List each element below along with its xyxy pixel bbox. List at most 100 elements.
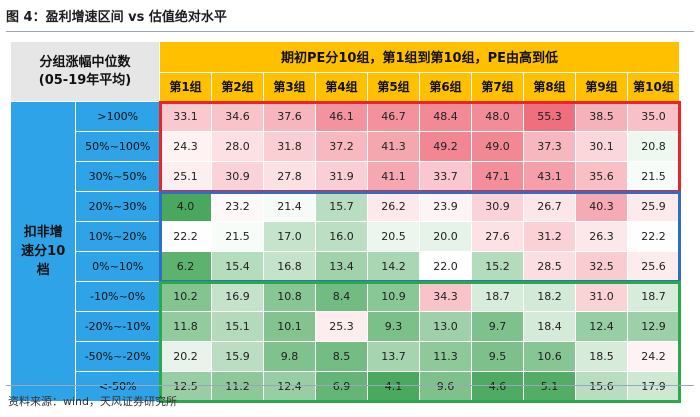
corner-line1: 分组涨幅中位数 bbox=[39, 54, 131, 70]
heatmap-cell: 25.9 bbox=[627, 191, 680, 222]
column-header-row: 第1组 第2组 第3组 第4组 第5组 第6组 第7组 第8组 第9组 第10组 bbox=[11, 71, 680, 102]
heatmap-cell: 48.0 bbox=[471, 101, 524, 132]
heatmap-cell: 31.9 bbox=[315, 161, 368, 192]
heatmap-cell: 30.1 bbox=[575, 131, 628, 162]
heatmap-cell: 37.3 bbox=[523, 131, 576, 162]
table-row: 10%~20% 22.2 21.5 17.0 16.0 20.5 20.0 27.6 31.2 2… bbox=[11, 221, 680, 252]
heatmap-cell: 12.9 bbox=[627, 311, 680, 342]
heatmap-cell: 41.1 bbox=[367, 161, 420, 192]
table-row: <-50% 12.5 11.2 12.4 6.9 4.1 9.6 4.6 5.1 15.6 17.9 bbox=[11, 371, 680, 402]
heatmap-cell: 21.4 bbox=[263, 191, 316, 222]
row-header: -20%~-10% bbox=[75, 311, 160, 342]
heatmap-cell: 8.4 bbox=[315, 281, 368, 312]
heatmap-cell: 43.1 bbox=[523, 161, 576, 192]
column-header: 第10组 bbox=[627, 71, 680, 102]
column-header: 第7组 bbox=[471, 71, 524, 102]
heatmap-cell: 25.1 bbox=[159, 161, 212, 192]
row-header: 10%~20% bbox=[75, 221, 160, 252]
heatmap-cell: 20.8 bbox=[627, 131, 680, 162]
row-group-title: 扣非增 速分10 档 bbox=[9, 101, 77, 402]
heatmap-cell: 46.1 bbox=[315, 101, 368, 132]
heatmap-table: 分组涨幅中位数 (05-19年平均) 期初PE分10组，第1组到第10组，PE由… bbox=[9, 41, 680, 402]
heatmap-cell: 18.7 bbox=[471, 281, 524, 312]
heatmap-cell: 21.5 bbox=[211, 221, 264, 252]
heatmap-cell: 32.5 bbox=[575, 251, 628, 282]
heatmap-cell: 41.3 bbox=[367, 131, 420, 162]
heatmap-cell: 15.4 bbox=[211, 251, 264, 282]
table-row: 0%~10% 6.2 15.4 16.8 13.4 14.2 22.0 15.2 28.5 32.… bbox=[11, 251, 680, 282]
heatmap-cell: 22.0 bbox=[419, 251, 472, 282]
corner-header: 分组涨幅中位数 (05-19年平均) bbox=[10, 41, 160, 102]
heatmap-cell: 30.9 bbox=[211, 161, 264, 192]
heatmap-cell: 46.7 bbox=[367, 101, 420, 132]
heatmap-cell: 18.7 bbox=[627, 281, 680, 312]
heatmap-cell: 55.3 bbox=[523, 101, 576, 132]
row-header: -50%~-20% bbox=[75, 341, 160, 372]
heatmap-cell: 24.2 bbox=[627, 341, 680, 372]
heatmap-cell: 24.3 bbox=[159, 131, 212, 162]
bottom-rule bbox=[6, 385, 694, 386]
heatmap-cell: 6.2 bbox=[159, 251, 212, 282]
column-header: 第8组 bbox=[523, 71, 576, 102]
heatmap-cell: 17.9 bbox=[627, 371, 680, 402]
heatmap-cell: 18.5 bbox=[575, 341, 628, 372]
heatmap-cell: 15.1 bbox=[211, 311, 264, 342]
heatmap-cell: 11.3 bbox=[419, 341, 472, 372]
heatmap-cell: 15.2 bbox=[471, 251, 524, 282]
heatmap-cell: 10.1 bbox=[263, 311, 316, 342]
heatmap-cell: 12.4 bbox=[575, 311, 628, 342]
heatmap-cell: 30.9 bbox=[471, 191, 524, 222]
row-group-title-line3: 档 bbox=[36, 263, 50, 278]
figure-title: 图 4：盈利增速区间 vs 估值绝对水平 bbox=[6, 10, 227, 25]
table-row: -20%~-10% 11.8 15.1 10.1 25.3 9.3 13.0 9.7 18.4 1… bbox=[11, 311, 680, 342]
heatmap-cell: 34.3 bbox=[419, 281, 472, 312]
column-header: 第9组 bbox=[575, 71, 628, 102]
heatmap-cell: 4.0 bbox=[159, 191, 212, 222]
heatmap-cell: 9.5 bbox=[471, 341, 524, 372]
heatmap-body: 扣非增 速分10 档 >100% 33.1 34.6 37.6 46.1 46.7 48.4 48.… bbox=[9, 101, 680, 402]
column-header: 第6组 bbox=[419, 71, 472, 102]
row-header: <-50% bbox=[75, 371, 160, 402]
heatmap-cell: 35.0 bbox=[627, 101, 680, 132]
heatmap-cell: 9.3 bbox=[367, 311, 420, 342]
heatmap-cell: 25.3 bbox=[315, 311, 368, 342]
heatmap-cell: 11.8 bbox=[159, 311, 212, 342]
heatmap-cell: 20.5 bbox=[367, 221, 420, 252]
table-row: 30%~50% 25.1 30.9 27.8 31.9 41.1 33.7 47.1 43.1 3… bbox=[11, 161, 680, 192]
heatmap-cell: 4.6 bbox=[471, 371, 524, 402]
heatmap-cell: 10.9 bbox=[367, 281, 420, 312]
heatmap-cell: 13.0 bbox=[419, 311, 472, 342]
heatmap-cell: 15.9 bbox=[211, 341, 264, 372]
heatmap-cell: 9.8 bbox=[263, 341, 316, 372]
table-row: 50%~100% 24.3 28.0 31.8 37.2 41.3 49.2 49.0 37.3… bbox=[11, 131, 680, 162]
table-row: -10%~0% 10.2 16.9 10.8 8.4 10.9 34.3 18.7 18.2 31… bbox=[11, 281, 680, 312]
heatmap-cell: 33.7 bbox=[419, 161, 472, 192]
heatmap-cell: 17.0 bbox=[263, 221, 316, 252]
heatmap-cell: 18.4 bbox=[523, 311, 576, 342]
heatmap-cell: 10.8 bbox=[263, 281, 316, 312]
heatmap-cell: 13.7 bbox=[367, 341, 420, 372]
row-header: 20%~30% bbox=[75, 191, 160, 222]
heatmap-cell: 22.2 bbox=[627, 221, 680, 252]
heatmap-cell: 28.0 bbox=[211, 131, 264, 162]
heatmap-cell: 9.6 bbox=[419, 371, 472, 402]
column-header: 第2组 bbox=[211, 71, 264, 102]
heatmap-cell: 37.2 bbox=[315, 131, 368, 162]
heatmap-cell: 20.0 bbox=[419, 221, 472, 252]
heatmap-cell: 8.5 bbox=[315, 341, 368, 372]
heatmap-cell: 27.6 bbox=[471, 221, 524, 252]
heatmap-cell: 23.2 bbox=[211, 191, 264, 222]
table-row: 20%~30% 4.0 23.2 21.4 15.7 26.2 23.9 30.9 26.7 40… bbox=[11, 191, 680, 222]
heatmap-cell: 12.4 bbox=[263, 371, 316, 402]
heatmap-cell: 13.4 bbox=[315, 251, 368, 282]
row-header: 0%~10% bbox=[75, 251, 160, 282]
heatmap-cell: 23.9 bbox=[419, 191, 472, 222]
heatmap-cell: 21.5 bbox=[627, 161, 680, 192]
heatmap-cell: 10.6 bbox=[523, 341, 576, 372]
column-header: 第1组 bbox=[159, 71, 212, 102]
row-header: 50%~100% bbox=[75, 131, 160, 162]
heatmap-cell: 31.0 bbox=[575, 281, 628, 312]
table-row: 扣非增 速分10 档 >100% 33.1 34.6 37.6 46.1 46.7 48.4 48.… bbox=[9, 101, 680, 402]
heatmap-cell: 16.0 bbox=[315, 221, 368, 252]
heatmap-cell: 47.1 bbox=[471, 161, 524, 192]
